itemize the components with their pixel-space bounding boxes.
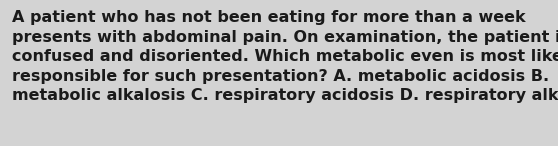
Text: A patient who has not been eating for more than a week
presents with abdominal p: A patient who has not been eating for mo…	[12, 10, 558, 103]
